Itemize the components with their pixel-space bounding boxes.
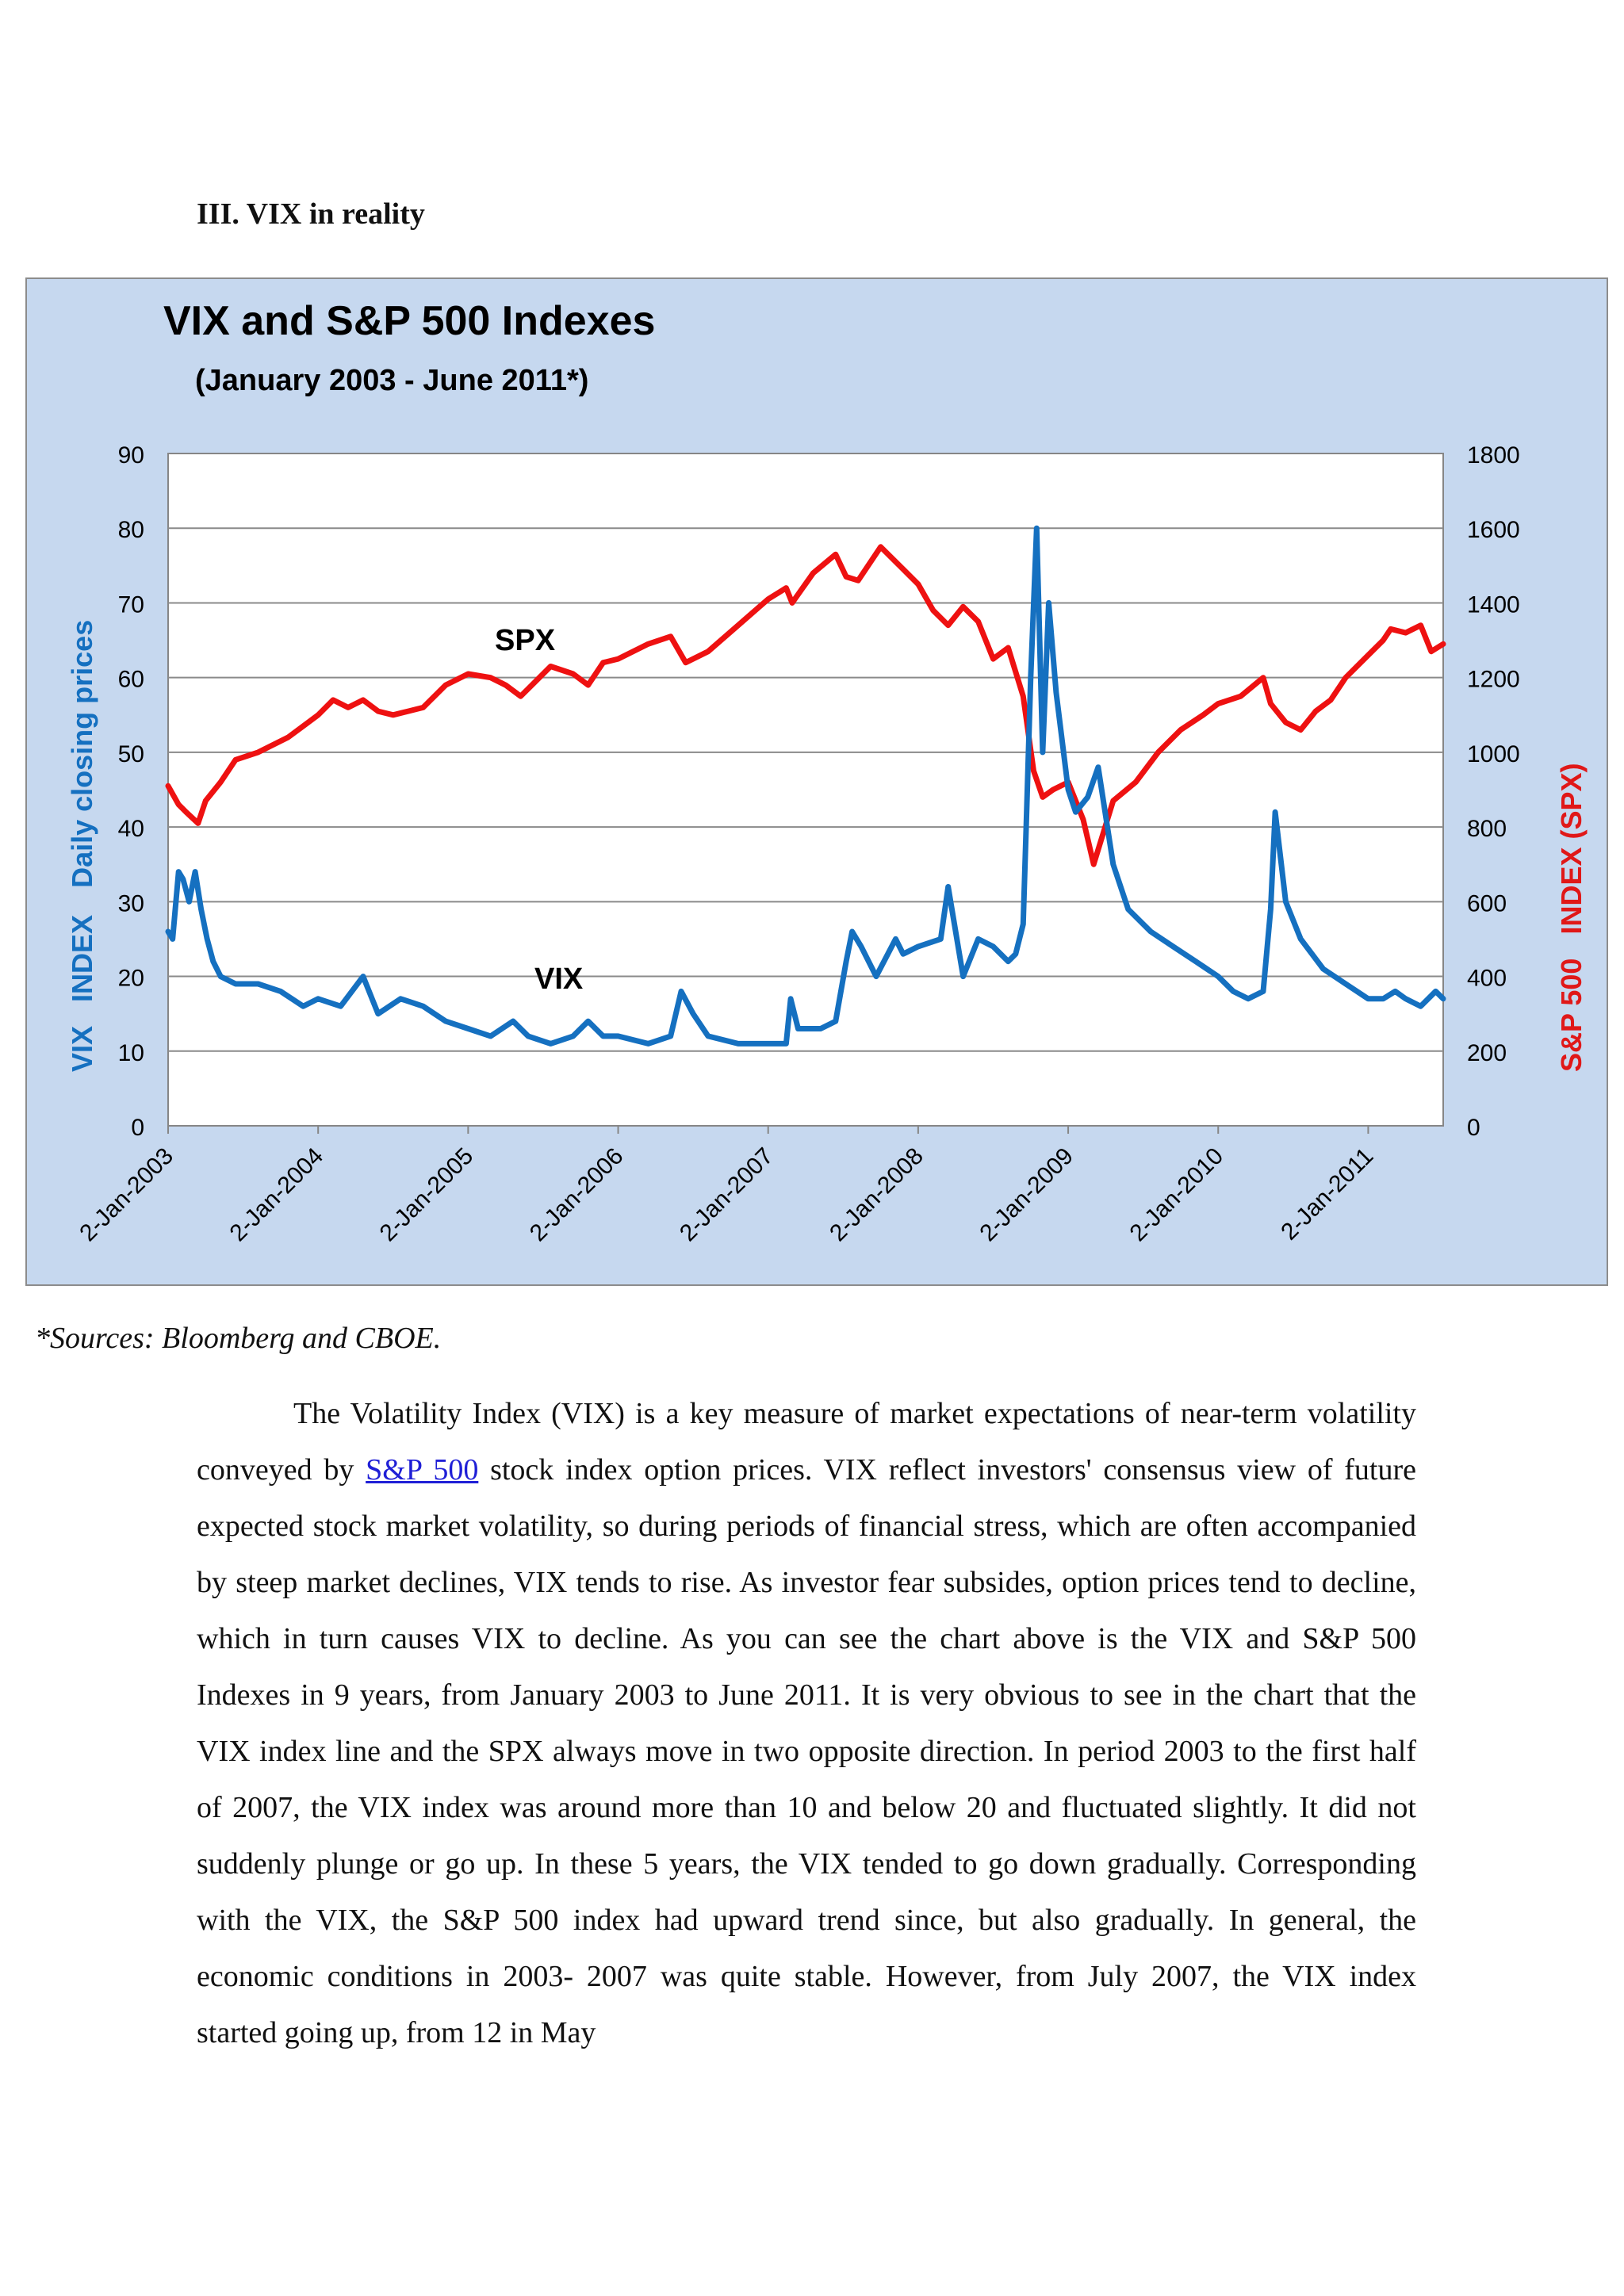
right-tick-label: 800 [1467,816,1507,842]
svg-text:VIX INDEX Daily clos: VIX INDEX Daily closing prices [66,620,98,1072]
x-tick-label: 2-Jan-2011 [1276,1143,1378,1246]
left-axis-ticks: 0 10 20 30 40 50 60 70 80 90 [118,442,144,1141]
spx-series-label: SPX [495,624,556,657]
left-tick-label: 0 [131,1115,144,1141]
left-tick-label: 60 [118,667,144,693]
left-tick-label: 70 [118,591,144,618]
left-axis-title: VIX INDEX Daily closing prices [66,620,98,1072]
series-layer [165,525,1446,1047]
chart-container: VIX and S&P 500 Indexes (January 2003 - … [25,277,1608,1286]
left-tick-label: 20 [118,966,144,992]
left-tick-label: 30 [118,890,144,916]
left-axis-title-index: VIX INDEX [66,915,98,1072]
x-tick-label: 2-Jan-2008 [825,1143,929,1247]
x-tick-label: 2-Jan-2004 [224,1143,328,1247]
right-axis-ticks: 0 200 400 600 800 1000 1200 1400 1600 1800 [1467,442,1520,1141]
left-tick-label: 80 [118,517,144,543]
spx-series-line [165,544,1446,867]
x-tick-label: 2-Jan-2010 [1125,1143,1229,1247]
x-axis-ticks: 2-Jan-2003 2-Jan-2004 2-Jan-2005 2-Jan-2006… [75,1126,1378,1246]
right-tick-label: 1800 [1467,442,1520,469]
chart-title: VIX and S&P 500 Indexes [163,298,655,344]
x-tick-label: 2-Jan-2003 [75,1143,178,1247]
left-tick-label: 10 [118,1040,144,1066]
right-tick-label: 400 [1467,966,1507,992]
sp500-link[interactable]: S&P 500 [366,1453,479,1487]
x-tick-label: 2-Jan-2009 [975,1143,1078,1247]
right-tick-label: 1000 [1467,741,1520,767]
right-axis-title: S&P 500 INDEX (SPX) [1555,763,1588,1072]
x-tick-label: 2-Jan-2007 [675,1143,779,1247]
right-tick-label: 600 [1467,890,1507,916]
right-tick-label: 200 [1467,1040,1507,1066]
right-tick-label: 1600 [1467,517,1520,543]
right-tick-label: 1200 [1467,667,1520,693]
plot-area [167,453,1444,1127]
chart-subtitle: (January 2003 - June 2011*) [195,364,588,397]
vix-spx-chart: VIX and S&P 500 Indexes (January 2003 - … [66,298,1588,1246]
x-tick-label: 2-Jan-2005 [375,1143,479,1247]
left-tick-label: 50 [118,741,144,767]
vix-series-line [165,525,1446,1047]
x-tick-label: 2-Jan-2006 [525,1143,629,1247]
left-axis-title-daily: Daily closing prices [66,620,98,888]
paragraph-text-after-link: stock index option prices. VIX reflect i… [197,1453,1416,2049]
left-tick-label: 90 [118,442,144,469]
sources-note: *Sources: Bloomberg and CBOE. [35,1322,442,1355]
vix-series-label: VIX [534,962,584,996]
gridlines [168,527,1443,1052]
left-tick-label: 40 [118,816,144,842]
section-heading: III. VIX in reality [197,197,425,231]
right-tick-label: 1400 [1467,591,1520,618]
right-tick-label: 0 [1467,1115,1480,1141]
body-paragraph: The Volatility Index (VIX) is a key meas… [197,1386,1416,2061]
paragraph-text-before-link: The Volatility Index (VIX) is a key meas… [197,1397,1416,1487]
